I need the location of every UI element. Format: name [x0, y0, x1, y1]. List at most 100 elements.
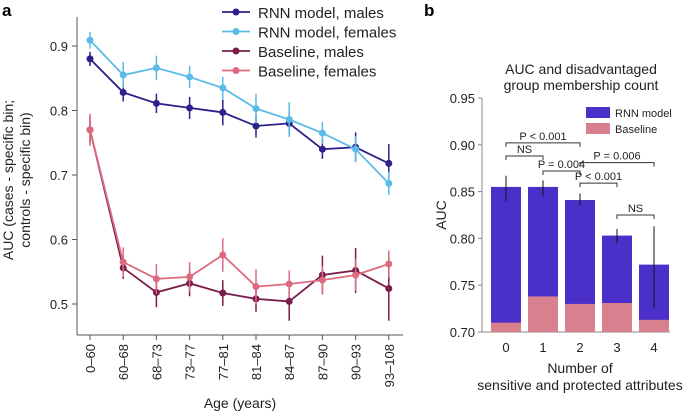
y-tick-label: 0.8: [50, 104, 68, 119]
series-rnn-model-females: [86, 31, 393, 195]
chart-title-line2: group membership count: [504, 77, 659, 93]
data-point: [186, 273, 194, 281]
data-point: [285, 116, 293, 124]
data-point: [86, 55, 94, 63]
legend-swatch: [586, 107, 610, 118]
y-tick-label: 0.9: [50, 39, 68, 54]
data-point: [86, 126, 94, 134]
legend-label: RNN model, males: [258, 5, 384, 22]
bar-baseline: [491, 322, 521, 332]
y-tick-label: 0.6: [50, 233, 68, 248]
bar-baseline: [565, 303, 595, 332]
data-point: [252, 283, 260, 291]
data-point: [318, 145, 326, 153]
x-tick-label: 0: [502, 340, 509, 355]
data-point: [385, 260, 393, 268]
data-point: [86, 36, 94, 44]
data-point: [318, 129, 326, 137]
data-point: [219, 84, 227, 92]
bar-chart-auc-by-attributes: AUC and disadvantaged group membership c…: [433, 61, 683, 393]
x-tick-label: 93–108: [382, 344, 397, 387]
y-axis-label-line1: AUC (cases - specific bin;: [0, 100, 16, 260]
legend-label: RNN model: [615, 108, 672, 120]
chart-title-line1: AUC and disadvantaged: [505, 61, 657, 77]
y-tick-label: 0.70: [450, 325, 475, 340]
x-axis-label-line2: sensitive and protected attributes: [477, 377, 682, 393]
x-tick-label: 3: [613, 340, 620, 355]
data-point: [318, 276, 326, 284]
significance-label: P = 0.004: [538, 159, 585, 171]
x-axis-label: Age (years): [204, 395, 276, 411]
data-point: [152, 64, 160, 72]
y-axis-label-line2: controls - specific bin): [17, 112, 33, 247]
panel-label-b: b: [424, 1, 434, 20]
x-tick-label: 4: [650, 340, 657, 355]
data-point: [252, 105, 260, 113]
data-point: [285, 297, 293, 305]
bar-baseline: [602, 302, 632, 332]
x-tick-label: 81–84: [249, 344, 264, 380]
x-tick-label: 1: [539, 340, 546, 355]
legend-marker: [232, 67, 240, 74]
x-tick-label: 60–68: [116, 344, 131, 380]
significance-bracket: [579, 162, 655, 167]
data-point: [186, 104, 194, 112]
series-line: [89, 58, 390, 165]
x-tick-label: 2: [576, 340, 583, 355]
y-tick-label: 0.75: [450, 278, 475, 293]
data-point: [385, 159, 393, 167]
series-line: [89, 129, 390, 303]
x-tick-label: 68–73: [149, 344, 164, 380]
x-tick-label: 73–77: [183, 344, 198, 380]
data-point: [352, 145, 360, 153]
y-tick-label: 0.5: [50, 297, 68, 312]
x-tick-label: 90–93: [349, 344, 364, 380]
x-tick-label: 87–90: [315, 344, 330, 380]
legend-label: Baseline: [615, 124, 657, 136]
legend-marker: [232, 47, 240, 55]
significance-bracket: [505, 142, 581, 147]
series-line: [89, 129, 390, 288]
data-point: [186, 73, 194, 81]
series-line: [89, 39, 390, 185]
significance-label: P = 0.006: [593, 151, 640, 163]
data-point: [219, 108, 227, 116]
y-tick-label: 0.95: [450, 91, 475, 106]
legend-swatch: [586, 123, 610, 134]
y-axis-label: AUC: [433, 200, 449, 230]
data-point: [385, 179, 393, 187]
x-tick-label: 84–87: [282, 344, 297, 380]
significance-label: P < 0.001: [575, 171, 622, 183]
significance-label: NS: [628, 203, 643, 215]
significance-bracket: [505, 155, 544, 161]
series-baseline-females: [86, 113, 393, 304]
y-tick-label: 0.90: [450, 138, 475, 153]
legend-label: Baseline, males: [258, 44, 364, 61]
data-point: [119, 71, 127, 79]
data-point: [352, 271, 360, 279]
significance-bracket: [579, 182, 618, 188]
data-point: [252, 122, 260, 130]
x-tick-label: 0–60: [83, 344, 98, 373]
significance-bracket: [616, 214, 655, 219]
data-point: [152, 275, 160, 283]
bar-baseline: [528, 296, 558, 332]
significance-bracket: [542, 170, 581, 176]
data-point: [285, 280, 293, 288]
data-point: [219, 251, 227, 259]
y-tick-label: 0.7: [50, 168, 68, 183]
line-chart-auc-by-age: AUC (cases - specific bin; controls - sp…: [0, 5, 403, 411]
panel-label-a: a: [2, 1, 12, 20]
y-tick-label: 0.80: [450, 231, 475, 246]
bar-baseline: [639, 319, 669, 332]
data-point: [119, 258, 127, 266]
data-point: [152, 99, 160, 107]
legend-marker: [232, 28, 240, 35]
significance-label: NS: [517, 144, 532, 156]
series-rnn-model-males: [86, 51, 393, 183]
y-tick-label: 0.85: [450, 185, 475, 200]
legend-label: RNN model, females: [258, 25, 396, 42]
data-point: [119, 88, 127, 96]
data-point: [219, 289, 227, 297]
